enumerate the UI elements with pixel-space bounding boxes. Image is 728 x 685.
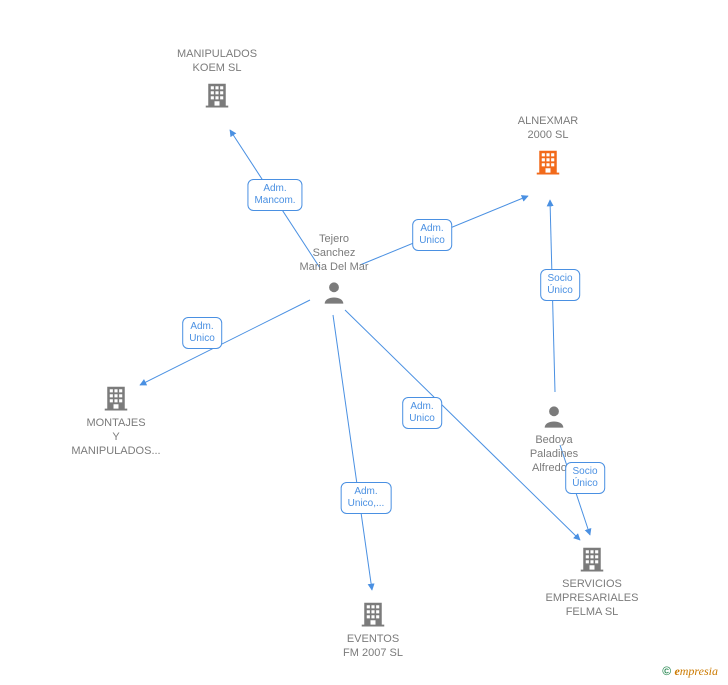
person-icon bbox=[540, 402, 568, 430]
edge-label: Adm. Unico bbox=[182, 317, 222, 349]
edge-label: Adm. Unico bbox=[412, 219, 452, 251]
node-servicios[interactable]: SERVICIOS EMPRESARIALES FELMA SL bbox=[532, 540, 652, 619]
node-tejero[interactable]: Tejero Sanchez Maria Del Mar bbox=[274, 233, 394, 310]
building-icon bbox=[533, 147, 563, 177]
node-manipulados[interactable]: MANIPULADOS KOEM SL bbox=[157, 48, 277, 114]
edge-label: Adm. Unico,... bbox=[341, 482, 392, 514]
edge-label: Socio Único bbox=[565, 462, 605, 494]
node-alnexmar[interactable]: ALNEXMAR 2000 SL bbox=[488, 115, 608, 181]
node-label: MONTAJES Y MANIPULADOS... bbox=[56, 417, 176, 458]
node-eventos[interactable]: EVENTOS FM 2007 SL bbox=[313, 595, 433, 661]
brand-name: empresia bbox=[674, 664, 718, 678]
edge-label: Adm. Unico bbox=[402, 397, 442, 429]
building-icon bbox=[577, 544, 607, 574]
node-label: Tejero Sanchez Maria Del Mar bbox=[274, 233, 394, 274]
building-icon bbox=[358, 599, 388, 629]
edge-line bbox=[333, 315, 372, 590]
copyright-symbol: © bbox=[662, 664, 671, 678]
building-icon bbox=[101, 383, 131, 413]
node-label: ALNEXMAR 2000 SL bbox=[488, 115, 608, 143]
edge-label: Adm. Mancom. bbox=[247, 179, 302, 211]
attribution: © empresia bbox=[662, 664, 718, 679]
node-label: EVENTOS FM 2007 SL bbox=[313, 633, 433, 661]
edge-line bbox=[140, 300, 310, 385]
node-montajes[interactable]: MONTAJES Y MANIPULADOS... bbox=[56, 379, 176, 458]
node-label: MANIPULADOS KOEM SL bbox=[157, 48, 277, 76]
node-label: SERVICIOS EMPRESARIALES FELMA SL bbox=[532, 578, 652, 619]
building-icon bbox=[202, 80, 232, 110]
person-icon bbox=[320, 278, 348, 306]
edge-label: Socio Único bbox=[540, 269, 580, 301]
